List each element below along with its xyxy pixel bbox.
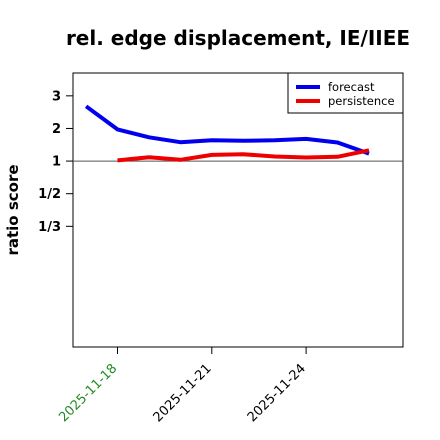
series-line-forecast (84, 104, 370, 156)
y-tick-label: 1/3 (38, 220, 61, 235)
plot-area (72, 72, 404, 348)
legend-label-forecast: forecast (328, 80, 375, 94)
y-tick-label: 1 (52, 155, 61, 170)
legend-label-persistence: persistence (328, 94, 395, 108)
x-tick-label: 2025-11-24 (245, 361, 309, 425)
x-tick-label: 2025-11-18 (56, 361, 120, 425)
series-line-persistence (117, 148, 370, 163)
y-tick-label: 1/2 (38, 187, 61, 202)
legend (287, 72, 404, 114)
y-tick-label: 3 (52, 89, 61, 104)
y-axis-label: ratio score (4, 164, 22, 255)
chart-title: rel. edge displacement, IE/IIEE (66, 26, 410, 50)
y-tick-label: 2 (52, 122, 61, 137)
x-tick-label: 2025-11-21 (151, 361, 215, 425)
